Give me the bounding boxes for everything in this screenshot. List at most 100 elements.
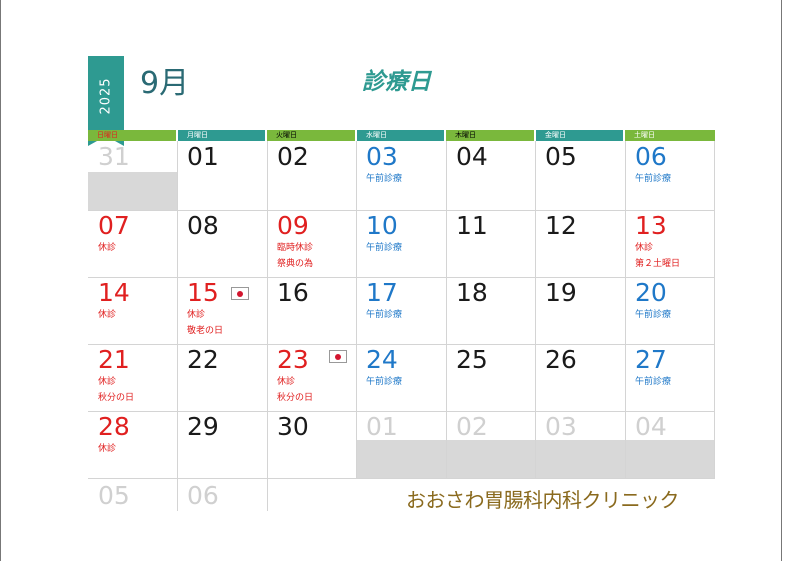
month-title: 9月 bbox=[140, 66, 190, 101]
day-notes: 午前診療 bbox=[366, 240, 402, 256]
day-number: 01 bbox=[187, 142, 219, 171]
day-cell: 08 bbox=[177, 210, 267, 277]
day-cell: 17 午前診療 bbox=[356, 277, 446, 344]
day-number: 03 bbox=[545, 412, 577, 441]
day-note: 午前診療 bbox=[635, 310, 672, 320]
day-number: 24 bbox=[366, 345, 398, 374]
day-number: 25 bbox=[456, 345, 488, 374]
day-number: 01 bbox=[366, 412, 398, 441]
day-number: 02 bbox=[277, 142, 309, 171]
day-number: 30 bbox=[277, 412, 309, 441]
day-cell: 04 bbox=[446, 141, 535, 208]
day-cell: 01 bbox=[356, 411, 446, 478]
weekday-header-tuesday: 火曜日 bbox=[267, 130, 355, 141]
day-note: 第２土曜日 bbox=[635, 259, 681, 269]
japan-flag-icon bbox=[231, 287, 249, 300]
day-number: 06 bbox=[187, 481, 219, 510]
day-cell: 06 bbox=[177, 480, 267, 511]
day-number: 19 bbox=[545, 278, 577, 307]
day-number: 06 bbox=[635, 142, 667, 171]
year-label: 2025 bbox=[98, 77, 114, 115]
day-number: 27 bbox=[635, 345, 667, 374]
day-number: 29 bbox=[187, 412, 219, 441]
day-cell: 05 bbox=[88, 480, 177, 511]
day-number: 05 bbox=[545, 142, 577, 171]
weekday-header-wednesday: 水曜日 bbox=[357, 130, 444, 141]
day-cell: 12 bbox=[535, 210, 625, 277]
day-number: 15 bbox=[187, 278, 219, 307]
day-cell: 26 bbox=[535, 344, 625, 411]
day-cell: 29 bbox=[177, 411, 267, 478]
day-number: 23 bbox=[277, 345, 309, 374]
grid-line bbox=[88, 210, 715, 211]
weekday-header-thursday: 木曜日 bbox=[446, 130, 534, 141]
weekday-header-saturday: 土曜日 bbox=[625, 130, 715, 141]
day-number: 31 bbox=[98, 142, 130, 171]
day-notes: 午前診療 bbox=[635, 171, 671, 187]
day-note: 敬老の日 bbox=[187, 326, 224, 336]
grid-line bbox=[535, 141, 536, 478]
grid-line bbox=[88, 478, 715, 479]
page-title: 診療日 bbox=[362, 69, 431, 95]
day-cell: 13 休診第２土曜日 bbox=[625, 210, 715, 277]
calendar-grid: 日曜日 月曜日 火曜日 水曜日 木曜日 金曜日 土曜日 31 01 02 03 … bbox=[88, 130, 715, 511]
day-number: 10 bbox=[366, 211, 398, 240]
day-note: 休診 bbox=[98, 243, 117, 253]
day-notes: 午前診療 bbox=[366, 374, 402, 390]
day-number: 21 bbox=[98, 345, 130, 374]
day-number: 11 bbox=[456, 211, 488, 240]
day-number: 12 bbox=[545, 211, 577, 240]
day-number: 03 bbox=[366, 142, 398, 171]
day-note: 秋分の日 bbox=[98, 393, 135, 403]
day-cell: 21 休診秋分の日 bbox=[88, 344, 177, 411]
day-cell: 02 bbox=[267, 141, 356, 208]
day-notes: 休診 秋分の日 bbox=[277, 374, 313, 406]
day-note: 祭典の為 bbox=[277, 259, 314, 269]
day-note: 休診 bbox=[98, 310, 117, 320]
day-cell: 11 bbox=[446, 210, 535, 277]
day-cell: 01 bbox=[177, 141, 267, 208]
day-cell: 04 bbox=[625, 411, 715, 478]
day-cell: 30 bbox=[267, 411, 356, 478]
day-note: 休診 bbox=[635, 243, 654, 253]
day-cell: 16 bbox=[267, 277, 356, 344]
day-notes: 臨時休診 祭典の為 bbox=[277, 240, 313, 272]
day-note: 休診 bbox=[98, 377, 117, 387]
day-number: 22 bbox=[187, 345, 219, 374]
grid-line bbox=[625, 141, 626, 478]
day-cell: 15 休診 敬老の日 bbox=[177, 277, 267, 344]
day-notes: 休診第２土曜日 bbox=[635, 240, 680, 272]
day-cell: 07 休診 bbox=[88, 210, 177, 277]
grid-line bbox=[88, 411, 715, 412]
grid-line bbox=[267, 141, 268, 511]
day-number: 18 bbox=[456, 278, 488, 307]
day-number: 07 bbox=[98, 211, 130, 240]
day-number: 13 bbox=[635, 211, 667, 240]
day-notes: 休診 敬老の日 bbox=[187, 307, 223, 339]
weekday-header-sunday: 日曜日 bbox=[88, 130, 176, 141]
day-note: 休診 bbox=[98, 444, 117, 454]
day-note: 午前診療 bbox=[635, 174, 672, 184]
grid-line bbox=[88, 277, 715, 278]
day-note: 午前診療 bbox=[366, 243, 403, 253]
day-cell: 23 休診秋分の日 bbox=[267, 344, 356, 411]
clinic-name: おおさわ胃腸科内科クリニック bbox=[406, 488, 680, 512]
day-cell: 03 午前診療 bbox=[356, 141, 446, 208]
day-number: 20 bbox=[635, 278, 667, 307]
day-note: 休診 bbox=[277, 377, 296, 387]
day-cell: 03 bbox=[535, 411, 625, 478]
japan-flag-icon bbox=[329, 350, 347, 363]
day-note: 午前診療 bbox=[366, 377, 403, 387]
day-number: 05 bbox=[98, 481, 130, 510]
day-cell: 27 午前診療 bbox=[625, 344, 715, 411]
day-note: 午前診療 bbox=[635, 377, 672, 387]
grid-line bbox=[356, 141, 357, 478]
day-notes: 休診 bbox=[98, 240, 116, 256]
day-cell: 25 bbox=[446, 344, 535, 411]
grid-line bbox=[446, 141, 447, 478]
day-note: 秋分の日 bbox=[277, 393, 314, 403]
day-number: 28 bbox=[98, 412, 130, 441]
day-number: 02 bbox=[456, 412, 488, 441]
day-note: 午前診療 bbox=[366, 310, 403, 320]
day-cell: 10 午前診療 bbox=[356, 210, 446, 277]
